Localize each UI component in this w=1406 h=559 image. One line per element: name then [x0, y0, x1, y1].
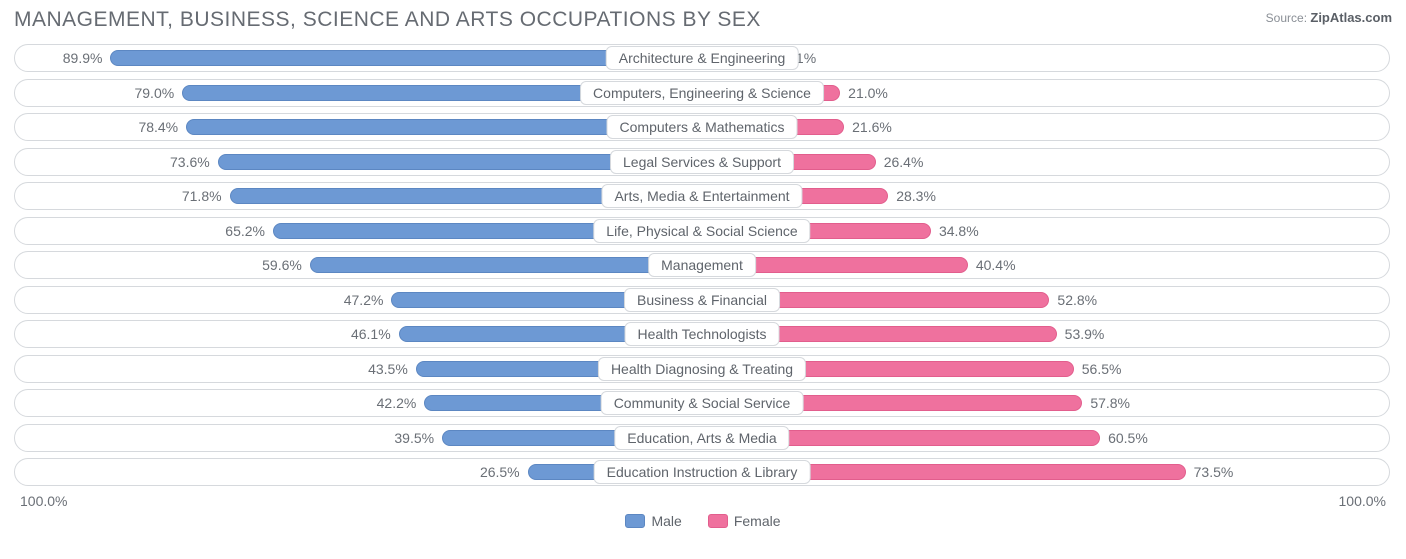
legend-female-label: Female: [734, 513, 781, 529]
axis-left-label: 100.0%: [20, 493, 67, 509]
female-half: 26.4%: [702, 149, 1389, 175]
row-label: Business & Financial: [624, 288, 780, 312]
legend-male-label: Male: [651, 513, 681, 529]
chart-row: 78.4% 21.6% Computers & Mathematics: [14, 113, 1390, 141]
female-half: 28.3%: [702, 183, 1389, 209]
male-value: 46.1%: [343, 326, 399, 342]
female-swatch-icon: [708, 514, 728, 528]
row-label: Health Technologists: [625, 322, 780, 346]
male-half: 59.6%: [15, 252, 702, 278]
row-label: Community & Social Service: [601, 391, 804, 415]
male-half: 71.8%: [15, 183, 702, 209]
row-label: Education Instruction & Library: [594, 460, 811, 484]
source-attribution: Source: ZipAtlas.com: [1266, 8, 1392, 25]
male-value: 73.6%: [162, 154, 218, 170]
female-value: 57.8%: [1082, 395, 1138, 411]
legend: Male Female: [14, 513, 1392, 529]
female-value: 34.8%: [931, 223, 987, 239]
chart-row: 26.5% 73.5% Education Instruction & Librar…: [14, 458, 1390, 486]
male-value: 39.5%: [386, 430, 442, 446]
female-half: 40.4%: [702, 252, 1389, 278]
row-label: Legal Services & Support: [610, 150, 794, 174]
female-value: 21.6%: [844, 119, 900, 135]
chart-row: 65.2% 34.8% Life, Physical & Social Scienc…: [14, 217, 1390, 245]
male-value: 78.4%: [130, 119, 186, 135]
male-half: 73.6%: [15, 149, 702, 175]
male-value: 26.5%: [472, 464, 528, 480]
female-value: 28.3%: [888, 188, 944, 204]
chart-row: 89.9% 10.1%Architecture & Engineering: [14, 44, 1390, 72]
male-value: 59.6%: [254, 257, 310, 273]
male-value: 42.2%: [369, 395, 425, 411]
male-half: 47.2%: [15, 287, 702, 313]
source-name: ZipAtlas.com: [1310, 10, 1392, 25]
row-label: Architecture & Engineering: [606, 46, 799, 70]
female-value: 60.5%: [1100, 430, 1156, 446]
female-half: 10.1%: [702, 45, 1389, 71]
female-half: 52.8%: [702, 287, 1389, 313]
legend-item-male: Male: [625, 513, 681, 529]
female-value: 26.4%: [876, 154, 932, 170]
chart-row: 73.6% 26.4% Legal Services & Support: [14, 148, 1390, 176]
row-label: Life, Physical & Social Science: [593, 219, 810, 243]
female-value: 53.9%: [1057, 326, 1113, 342]
chart-row: 43.5% 56.5% Health Diagnosing & Treating: [14, 355, 1390, 383]
female-value: 56.5%: [1074, 361, 1130, 377]
row-label: Arts, Media & Entertainment: [601, 184, 802, 208]
legend-item-female: Female: [708, 513, 781, 529]
chart-row: 71.8% 28.3% Arts, Media & Entertainment: [14, 182, 1390, 210]
male-value: 47.2%: [336, 292, 392, 308]
male-value: 79.0%: [126, 85, 182, 101]
chart-row: 79.0% 21.0% Computers, Engineering & Scien…: [14, 79, 1390, 107]
male-value: 71.8%: [174, 188, 230, 204]
chart-row: 42.2% 57.8% Community & Social Service: [14, 389, 1390, 417]
female-value: 21.0%: [840, 85, 896, 101]
chart-header: MANAGEMENT, BUSINESS, SCIENCE AND ARTS O…: [14, 8, 1392, 32]
chart-row: 47.2% 52.8% Business & Financial: [14, 286, 1390, 314]
row-label: Education, Arts & Media: [614, 426, 789, 450]
axis-right-label: 100.0%: [1339, 493, 1386, 509]
female-value: 73.5%: [1186, 464, 1242, 480]
chart-area: 89.9% 10.1%Architecture & Engineering 79.0…: [14, 44, 1390, 486]
male-bar-wrap: 59.6%: [254, 257, 702, 273]
female-value: 40.4%: [968, 257, 1024, 273]
chart-title: MANAGEMENT, BUSINESS, SCIENCE AND ARTS O…: [14, 8, 761, 32]
row-label: Management: [648, 253, 756, 277]
female-half: 57.8%: [702, 390, 1389, 416]
male-half: 42.2%: [15, 390, 702, 416]
row-label: Computers, Engineering & Science: [580, 81, 824, 105]
female-half: 60.5%: [702, 425, 1389, 451]
chart-row: 46.1% 53.9% Health Technologists: [14, 320, 1390, 348]
male-swatch-icon: [625, 514, 645, 528]
source-label: Source:: [1266, 11, 1307, 25]
male-half: 78.4%: [15, 114, 702, 140]
male-value: 43.5%: [360, 361, 416, 377]
male-value: 89.9%: [55, 50, 111, 66]
x-axis: 100.0% 100.0%: [14, 493, 1392, 509]
chart-row: 59.6% 40.4% Management: [14, 251, 1390, 279]
female-half: 53.9%: [702, 321, 1389, 347]
male-half: 46.1%: [15, 321, 702, 347]
male-half: 39.5%: [15, 425, 702, 451]
male-value: 65.2%: [217, 223, 273, 239]
male-half: 89.9%: [15, 45, 702, 71]
row-label: Health Diagnosing & Treating: [598, 357, 806, 381]
chart-row: 39.5% 60.5% Education, Arts & Media: [14, 424, 1390, 452]
female-half: 21.6%: [702, 114, 1389, 140]
female-value: 52.8%: [1049, 292, 1105, 308]
male-bar: [310, 257, 702, 273]
row-label: Computers & Mathematics: [607, 115, 798, 139]
